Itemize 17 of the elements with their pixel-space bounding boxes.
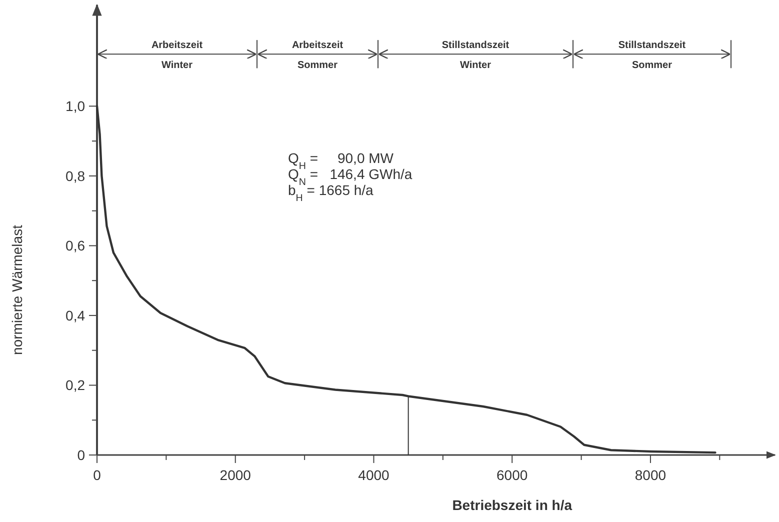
annotation: Arbeitszeit Sommer	[292, 40, 344, 72]
y-tick-label: 0	[77, 447, 86, 463]
y-tick-label: 0,2	[66, 377, 86, 394]
y-tick-label: 0,4	[66, 307, 86, 324]
annotation: Arbeitszeit Winter	[151, 40, 204, 72]
x-axis-title: Betriebszeit in h/a	[452, 497, 572, 513]
x-tick-label: 2000	[220, 467, 252, 483]
y-tick-label: 0,8	[66, 168, 86, 184]
y-tick-label: 0,6	[66, 238, 86, 254]
x-tick-label: 8000	[634, 467, 666, 483]
annotation: Stillstandszeit Winter	[442, 40, 510, 72]
annotation: Stillstandszeit Sommer	[618, 40, 686, 72]
y-tick-label: 1,0	[66, 98, 86, 114]
x-tick-label: 6000	[496, 467, 528, 483]
x-tick-label: 0	[93, 467, 102, 483]
y-axis-title: normierte Wärmelast	[9, 224, 25, 355]
x-tick-label: 4000	[358, 467, 390, 483]
